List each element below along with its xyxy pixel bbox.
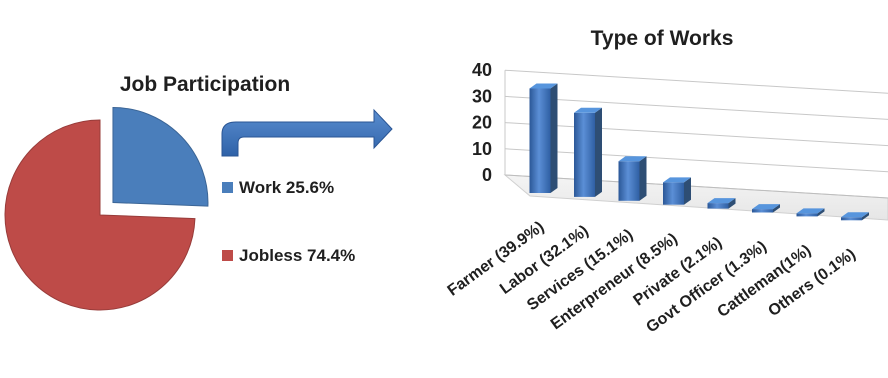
bar-front xyxy=(707,203,729,209)
gridline-20 xyxy=(504,122,888,147)
y-tick-label: 20 xyxy=(472,113,492,133)
bar-side xyxy=(817,208,825,217)
bar-side xyxy=(595,107,602,197)
bar-top xyxy=(796,208,825,214)
bar-side xyxy=(773,204,780,213)
legend-swatch-work xyxy=(222,182,233,193)
bar-chart-title: Type of Works xyxy=(591,27,734,50)
gridline-10 xyxy=(504,148,888,173)
bar-top xyxy=(841,212,869,218)
pie-chart-title: Job Participation xyxy=(120,73,290,96)
bar-side xyxy=(862,212,869,221)
legend-item-jobless: Jobless 74.4% xyxy=(222,246,355,265)
bar-front xyxy=(618,161,640,201)
gridlines xyxy=(504,69,888,199)
gridline-30 xyxy=(504,95,888,120)
y-tick-label: 0 xyxy=(482,165,492,185)
bar-top xyxy=(663,177,691,183)
pie-slice-jobless xyxy=(4,119,196,311)
bar-top xyxy=(707,198,736,204)
y-tick-label: 30 xyxy=(472,86,492,106)
bar-front xyxy=(752,209,773,213)
bar-side xyxy=(684,177,691,205)
legend-swatch-jobless xyxy=(222,250,233,261)
bar-front xyxy=(663,182,684,205)
bar-private xyxy=(707,198,736,209)
bar-cattleman xyxy=(796,208,825,217)
y-tick-label: 10 xyxy=(472,139,492,159)
floor-plane xyxy=(503,174,888,221)
bar-front xyxy=(841,217,862,221)
bars xyxy=(529,83,869,221)
chart-floor xyxy=(503,174,888,221)
gridline-40 xyxy=(504,69,888,94)
bar-front xyxy=(574,112,595,197)
pie-slice-work xyxy=(112,107,209,207)
bar-govt-officer xyxy=(752,204,780,213)
bar-farmer xyxy=(529,83,558,193)
bar-services xyxy=(618,156,647,201)
y-tick-label: 40 xyxy=(472,60,492,80)
legend-item-work: Work 25.6% xyxy=(222,178,334,197)
connector-arrow xyxy=(221,108,393,157)
pie-chart: Job Participation xyxy=(4,73,290,311)
bar-top xyxy=(618,156,647,162)
bar-side xyxy=(550,83,558,193)
legend-label-jobless: Jobless 74.4% xyxy=(239,246,355,265)
pie-slices xyxy=(4,107,209,311)
bar-side xyxy=(728,198,736,209)
bar-top xyxy=(574,107,602,113)
bar-front xyxy=(796,213,818,217)
bar-enterpreneur xyxy=(663,177,691,205)
bar-chart: Type of Works 0 10 20 30 40 Farmer (39.9%)La… xyxy=(445,27,888,336)
bar-side xyxy=(639,156,647,201)
bar-top xyxy=(529,83,558,89)
bar-labor xyxy=(574,107,602,197)
pie-legend: Work 25.6% Jobless 74.4% xyxy=(222,178,355,265)
bar-front xyxy=(529,88,551,193)
legend-label-work: Work 25.6% xyxy=(239,178,334,197)
bar-others xyxy=(841,212,869,221)
y-axis-ticks: 0 10 20 30 40 xyxy=(472,60,492,185)
category-labels: Farmer (39.9%)Labor (32.1%)Services (15.… xyxy=(445,218,859,336)
bar-top xyxy=(752,204,780,210)
gridline-0 xyxy=(504,174,888,199)
